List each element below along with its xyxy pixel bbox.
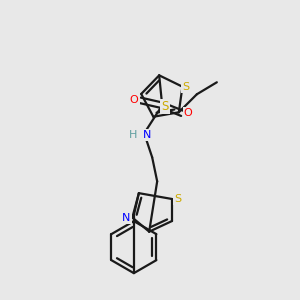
Text: S: S: [161, 100, 169, 113]
Text: N: N: [143, 130, 152, 140]
Text: O: O: [184, 108, 193, 118]
Text: S: S: [182, 82, 189, 92]
Text: H: H: [129, 130, 137, 140]
Text: S: S: [175, 194, 182, 204]
Text: N: N: [122, 212, 130, 223]
Text: O: O: [130, 95, 139, 105]
